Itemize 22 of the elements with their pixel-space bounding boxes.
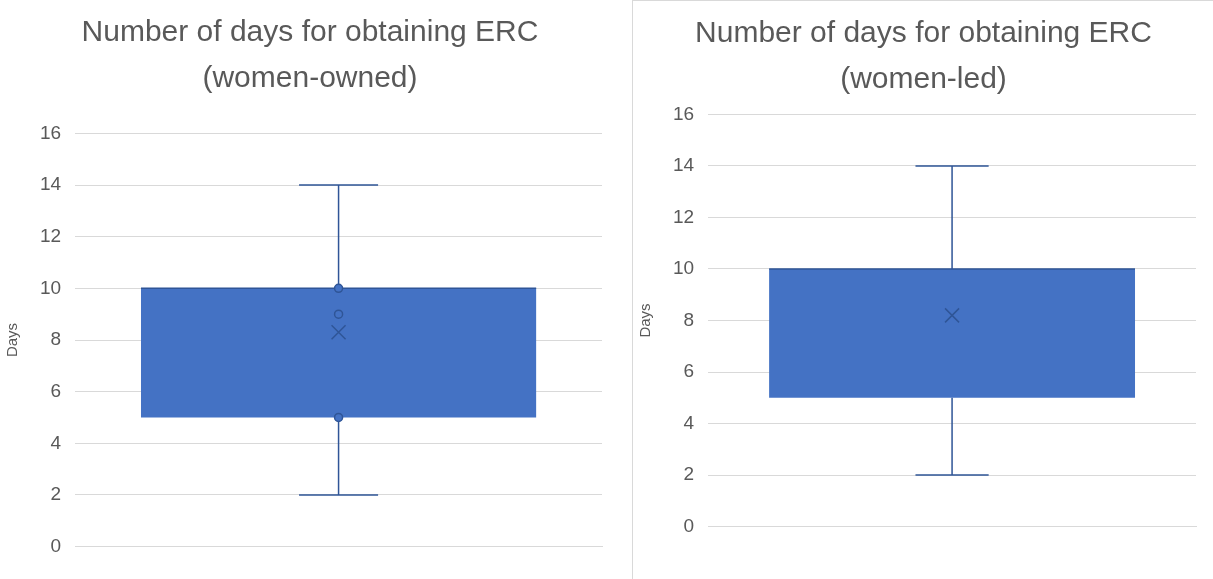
y-tick-label: 4 [50, 431, 62, 453]
y-tick-label: 6 [50, 379, 62, 401]
chart-title: Number of days for obtaining ERC (women-led) [694, 14, 1153, 96]
y-tick-label: 12 [39, 224, 62, 246]
chart-title: Number of days for obtaining ERC (women-owned) [80, 13, 540, 95]
y-tick-label: 16 [39, 121, 62, 143]
y-tick-label: 14 [672, 154, 695, 176]
y-tick-label: 0 [683, 514, 695, 536]
y-tick-label: 10 [39, 276, 62, 298]
y-axis-title: Days [3, 322, 21, 358]
y-tick-label: 6 [683, 360, 695, 382]
y-axis-title: Days [636, 303, 654, 338]
y-tick-label: 10 [672, 257, 695, 279]
y-tick-label: 0 [50, 534, 62, 556]
y-tick-label: 8 [50, 328, 62, 350]
y-tick-label: 12 [672, 205, 695, 227]
y-tick-label: 4 [683, 411, 695, 433]
y-tick-label: 2 [50, 483, 62, 505]
y-tick-label: 2 [683, 463, 695, 485]
y-tick-label: 8 [683, 308, 695, 330]
y-tick-label: 14 [39, 173, 62, 195]
y-tick-label: 16 [672, 102, 695, 124]
